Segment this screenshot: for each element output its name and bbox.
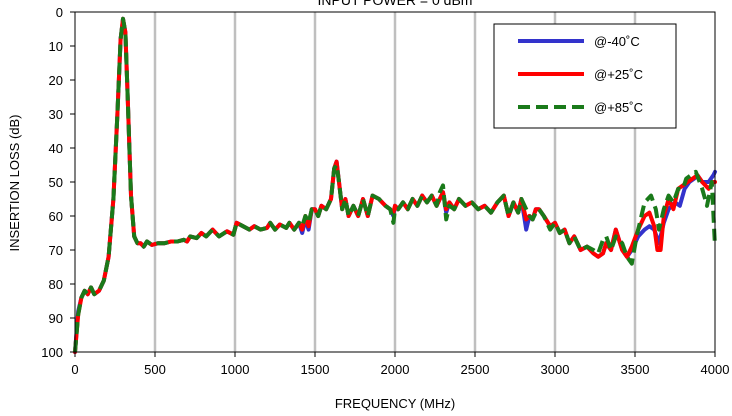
x-axis-title: FREQUENCY (MHz) bbox=[335, 396, 455, 411]
y-tick-label: 80 bbox=[49, 277, 63, 292]
y-tick-label: 20 bbox=[49, 73, 63, 88]
legend-label: @+85˚C bbox=[594, 100, 643, 115]
legend-label: @+25˚C bbox=[594, 67, 643, 82]
x-tick-label: 3000 bbox=[541, 362, 570, 377]
y-tick-label: 0 bbox=[56, 5, 63, 20]
x-tick-label: 2000 bbox=[381, 362, 410, 377]
x-tick-label: 3500 bbox=[621, 362, 650, 377]
y-tick-label: 40 bbox=[49, 141, 63, 156]
y-axis-ticks: 0 10 20 30 40 50 60 70 80 90 100 bbox=[41, 5, 75, 360]
series-layer bbox=[73, 16, 717, 354]
y-tick-label: 50 bbox=[49, 175, 63, 190]
x-tick-label: 500 bbox=[144, 362, 166, 377]
y-tick-label: 10 bbox=[49, 39, 63, 54]
y-tick-label: 70 bbox=[49, 243, 63, 258]
x-tick-label: 2500 bbox=[461, 362, 490, 377]
chart-title: INPUT POWER = 0 dBm bbox=[318, 0, 473, 8]
x-tick-label: 0 bbox=[71, 362, 78, 377]
series-line-3 bbox=[73, 16, 717, 353]
x-axis-ticks: 0 500 1000 1500 2000 2500 3000 3500 4000 bbox=[71, 352, 729, 377]
y-tick-label: 60 bbox=[49, 209, 63, 224]
y-tick-label: 100 bbox=[41, 345, 63, 360]
legend: @-40˚C @+25˚C @+85˚C bbox=[493, 23, 677, 129]
y-axis-title: INSERTION LOSS (dB) bbox=[7, 114, 22, 251]
x-tick-label: 4000 bbox=[701, 362, 730, 377]
y-tick-label: 90 bbox=[49, 311, 63, 326]
legend-label: @-40˚C bbox=[594, 34, 640, 49]
x-tick-label: 1000 bbox=[221, 362, 250, 377]
y-tick-label: 30 bbox=[49, 107, 63, 122]
x-tick-label: 1500 bbox=[301, 362, 330, 377]
